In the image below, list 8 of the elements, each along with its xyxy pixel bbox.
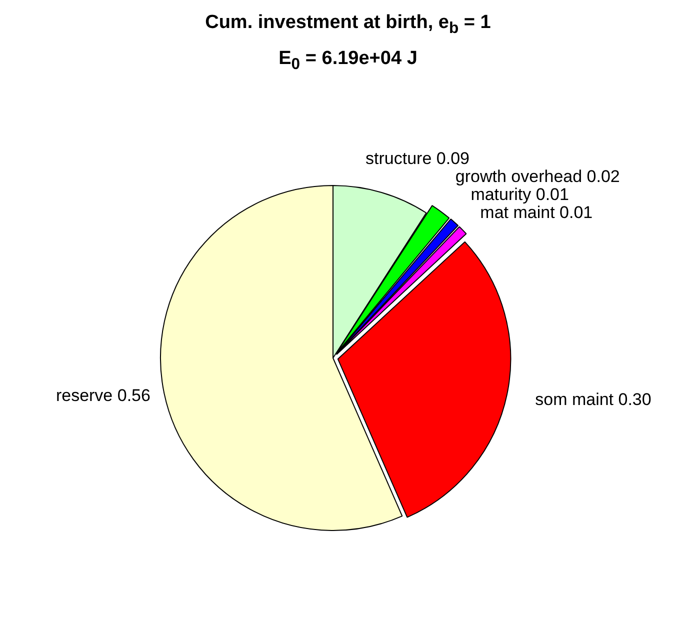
- slice-label: growth overhead 0.02: [455, 166, 620, 186]
- slice-label: reserve 0.56: [56, 386, 150, 405]
- chart-subtitle: E$_{0}$ = 6.19e+04 J: [278, 46, 418, 75]
- slice-label: mat maint 0.01: [480, 202, 593, 222]
- slice-label: som maint 0.30: [535, 390, 652, 409]
- slice-label: structure 0.09: [366, 148, 470, 168]
- chart-title: Cum. investment at birth, e$_{b}$ = 1: [204, 11, 492, 39]
- slice-label: maturity 0.01: [470, 184, 569, 204]
